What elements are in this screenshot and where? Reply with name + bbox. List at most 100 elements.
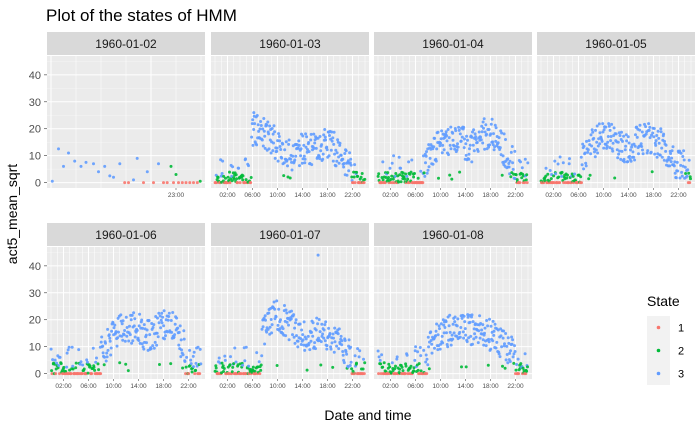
data-point xyxy=(672,164,676,168)
data-point xyxy=(587,139,591,143)
data-point xyxy=(71,364,75,368)
data-point xyxy=(398,173,402,177)
data-point xyxy=(453,315,457,319)
data-point xyxy=(294,321,297,325)
data-point xyxy=(594,128,597,132)
data-point xyxy=(182,329,186,333)
legend-title: State xyxy=(647,293,680,309)
data-point xyxy=(188,181,192,185)
data-point xyxy=(465,134,469,138)
data-point xyxy=(422,348,426,352)
legend: State 1 2 3 xyxy=(647,293,684,385)
data-point xyxy=(192,350,196,354)
data-point xyxy=(649,150,653,154)
data-point xyxy=(638,123,642,127)
data-point xyxy=(353,372,356,376)
data-point xyxy=(455,148,459,152)
data-point xyxy=(342,165,346,169)
data-point xyxy=(128,324,131,328)
data-point xyxy=(156,335,160,339)
data-point xyxy=(99,340,103,344)
data-point xyxy=(434,334,438,338)
data-point xyxy=(514,368,518,372)
data-point xyxy=(183,360,187,363)
data-point xyxy=(108,174,112,178)
data-point xyxy=(127,181,130,185)
data-point xyxy=(416,350,420,354)
data-point xyxy=(421,181,425,185)
data-point xyxy=(155,343,159,347)
data-point xyxy=(221,159,225,163)
data-point xyxy=(397,180,401,184)
x-tick-label: 06:00 xyxy=(80,383,97,390)
data-point xyxy=(340,343,344,347)
y-tick-label: 40 xyxy=(29,70,41,82)
data-point xyxy=(561,161,565,165)
data-point xyxy=(602,128,606,132)
data-point xyxy=(403,177,407,181)
data-point xyxy=(71,367,75,371)
data-point xyxy=(330,139,334,143)
x-tick-label: 02:00 xyxy=(545,192,562,199)
data-point xyxy=(327,326,331,330)
data-point xyxy=(468,147,471,151)
data-point xyxy=(460,316,464,320)
data-point xyxy=(298,322,302,326)
data-point xyxy=(459,326,463,329)
data-point xyxy=(337,327,341,331)
data-point xyxy=(463,327,467,331)
data-point xyxy=(437,324,441,328)
data-point xyxy=(336,138,340,142)
data-point xyxy=(302,320,306,324)
data-point xyxy=(668,164,672,168)
data-point xyxy=(318,330,322,334)
data-point xyxy=(381,178,385,182)
data-point xyxy=(228,170,231,174)
data-point xyxy=(362,372,366,376)
data-point xyxy=(467,152,471,156)
data-point xyxy=(184,181,188,185)
data-point xyxy=(379,372,383,376)
data-point xyxy=(464,153,468,157)
data-point xyxy=(586,148,590,152)
data-point xyxy=(471,342,474,346)
data-point xyxy=(390,161,394,165)
data-point xyxy=(51,358,55,362)
data-point xyxy=(110,329,114,333)
data-point xyxy=(524,178,528,182)
x-tick-label: 10:00 xyxy=(432,192,449,199)
data-point xyxy=(325,344,329,348)
x-tick-label: 14:00 xyxy=(620,192,637,199)
data-point xyxy=(296,339,300,343)
data-point xyxy=(322,133,326,137)
data-point xyxy=(498,355,502,359)
data-point xyxy=(584,164,588,168)
data-point xyxy=(679,151,683,155)
data-point xyxy=(505,353,509,356)
data-point xyxy=(664,149,668,153)
data-point xyxy=(158,314,162,318)
data-point xyxy=(268,325,272,329)
data-point xyxy=(108,339,112,343)
data-point xyxy=(290,309,293,313)
data-point xyxy=(414,345,418,349)
data-point xyxy=(241,174,245,178)
data-point xyxy=(509,150,513,154)
data-point xyxy=(266,120,270,124)
data-point xyxy=(511,338,515,342)
data-point xyxy=(276,159,280,163)
data-point xyxy=(501,154,505,158)
data-point xyxy=(152,323,156,327)
data-point xyxy=(609,135,613,138)
data-point xyxy=(495,340,499,344)
data-point xyxy=(79,360,83,364)
data-point xyxy=(391,177,395,181)
x-tick-label: 14:00 xyxy=(294,192,311,199)
data-point xyxy=(132,178,135,182)
data-point xyxy=(663,139,666,143)
data-point xyxy=(196,345,200,349)
data-point xyxy=(173,333,177,337)
data-point xyxy=(244,157,247,161)
data-point xyxy=(482,126,485,130)
data-point xyxy=(275,146,279,150)
